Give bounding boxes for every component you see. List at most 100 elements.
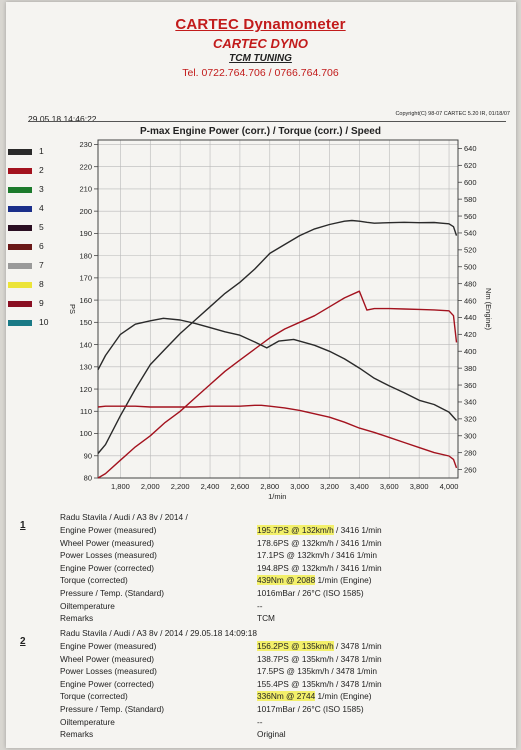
y-tick-label: 80 [84,474,92,483]
result-label: Torque (corrected) [60,575,128,586]
y2-tick-label: 540 [464,229,477,238]
legend-item: 8 [6,279,66,291]
result-label: Torque (corrected) [60,691,128,702]
y2-tick-label: 600 [464,178,477,187]
legend-item: 10 [6,317,66,329]
chart-axes [94,139,462,479]
y2-axis-label: Nm (Engine) [484,288,493,331]
result-value: 1016mBar / 26°C (ISO 1585) [257,588,364,598]
y-tick-label: 90 [84,451,92,460]
y-tick-label: 100 [79,429,92,438]
highlighted-value: 195.7PS @ 132km/h [257,525,334,535]
x-tick-label: 3,000 [290,482,309,491]
legend-swatch [8,301,32,307]
copyright-notice: Copyright(C) 98-07 CARTEC 5.20 IR, 01/18… [395,111,510,117]
legend-label: 6 [39,241,44,251]
y2-tick-label: 460 [464,296,477,305]
result-label: Engine Power (measured) [60,525,157,535]
y-tick-label: 230 [79,140,92,149]
legend-label: 3 [39,184,44,194]
legend-label: 10 [39,317,49,327]
highlighted-value: 439Nm @ 2088 [257,575,316,586]
y2-tick-label: 580 [464,195,477,204]
y-tick-label: 200 [79,207,92,216]
y2-tick-label: 340 [464,398,477,407]
result-value: Original [257,729,286,740]
result-value: -- [257,600,263,611]
legend-label: 5 [39,222,44,232]
report-title: CARTEC Dynamometer [175,16,346,33]
result-label: Wheel Power (measured) [60,653,155,664]
legend-swatch [8,225,32,231]
y2-tick-label: 280 [464,448,477,457]
legend-item: 7 [6,260,66,272]
y-tick-label: 130 [79,363,92,372]
legend-swatch [8,168,32,174]
y2-tick-label: 620 [464,161,477,170]
run-number: 1 [20,520,26,531]
legend-label: 7 [39,260,44,270]
chart-title: P-max Engine Power (corr.) / Torque (cor… [140,126,381,137]
x-tick-label: 2,400 [201,482,220,491]
y-axis-label: PS [68,304,77,314]
x-tick-label: 4,000 [440,482,459,491]
legend-swatch [8,263,32,269]
legend-label: 4 [39,203,44,213]
run-vehicle: Radu Stavila / Audi / A3 8v / 2014 / [60,512,188,522]
x-tick-label: 2,200 [171,482,190,491]
result-label: Engine Power (corrected) [60,678,155,689]
y-tick-label: 180 [79,251,92,260]
legend-item: 9 [6,298,66,310]
result-value: 195.7PS @ 132km/h / 3416 1/min [257,525,382,535]
result-label: Engine Power (corrected) [60,562,155,573]
y2-tick-label: 640 [464,144,477,153]
result-label: Pressure / Temp. (Standard) [60,588,165,598]
y2-tick-label: 260 [464,465,477,474]
legend-item: 5 [6,222,66,234]
x-tick-label: 1,800 [111,482,130,491]
y-tick-label: 220 [79,162,92,171]
x-tick-label: 2,800 [260,482,279,491]
legend-label: 1 [39,146,44,156]
series-line-1 [97,219,458,454]
x-tick-label: 2,000 [141,482,160,491]
legend-item: 2 [6,165,66,177]
y-tick-label: 160 [79,296,92,305]
run-number: 2 [20,636,26,647]
series-line-4 [97,404,458,469]
company-name: TCM TUNING [229,53,292,64]
highlighted-value: 156.2PS @ 135km/h [257,641,334,651]
legend-swatch [8,320,32,326]
chart-series [97,219,458,479]
legend-item: 4 [6,203,66,215]
dyno-printout-sheet [6,2,516,748]
y-tick-label: 190 [79,229,92,238]
y2-tick-label: 480 [464,279,477,288]
legend-swatch [8,282,32,288]
result-value: 178.6PS @ 132km/h / 3416 1/min [257,537,382,548]
result-label: Engine Power (measured) [60,641,157,651]
legend-item: 6 [6,241,66,253]
legend-swatch [8,187,32,193]
y-tick-label: 150 [79,318,92,327]
y-tick-label: 210 [79,185,92,194]
highlighted-value: 336Nm @ 2744 [257,691,316,702]
x-tick-label: 3,400 [350,482,369,491]
result-value: 138.7PS @ 135km/h / 3478 1/min [257,653,382,664]
result-value: 336Nm @ 2744 1/min (Engine) [257,691,372,702]
legend-item: 3 [6,184,66,196]
result-value: 17.5PS @ 135km/h / 3478 1/min [257,666,378,677]
result-label: Remarks [60,729,94,740]
legend-label: 9 [39,298,44,308]
series-line-2 [97,290,458,479]
legend-item: 1 [6,146,66,158]
result-value: 194.8PS @ 132km/h / 3416 1/min [257,562,382,573]
header-divider [28,121,506,122]
result-value: 439Nm @ 2088 1/min (Engine) [257,575,372,586]
result-value: TCM [257,613,275,624]
y-tick-label: 140 [79,340,92,349]
result-value: 156.2PS @ 135km/h / 3478 1/min [257,641,382,651]
result-label: Oiltemperature [60,600,115,611]
